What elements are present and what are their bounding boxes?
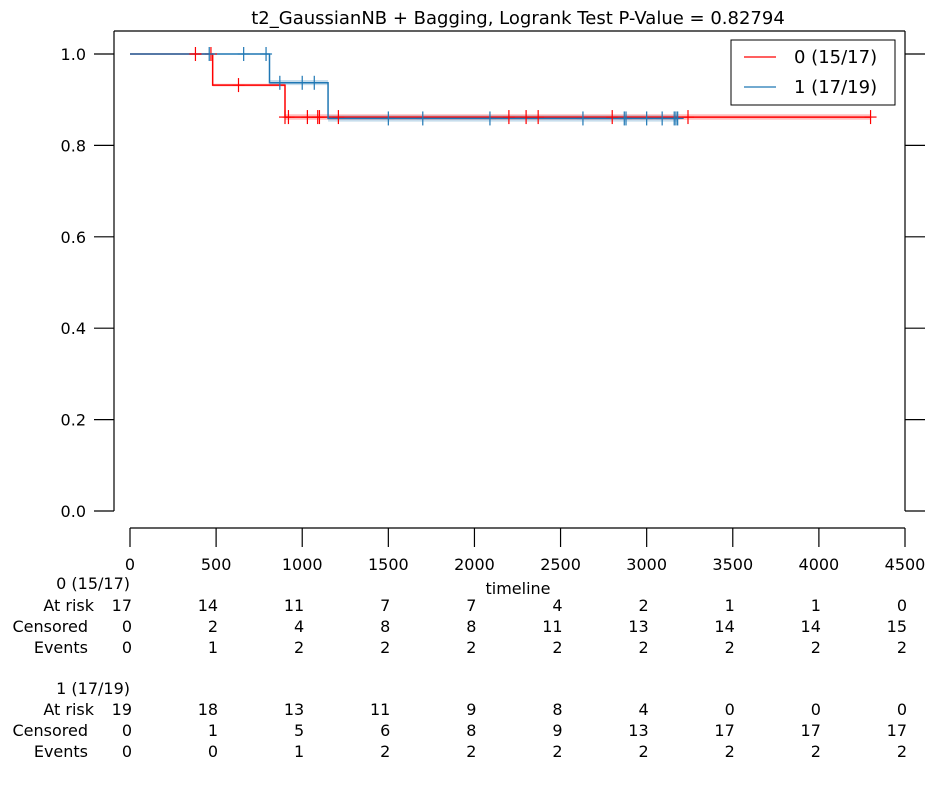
risk-group-title-1: 1 (17/19) [56,679,130,698]
risk-group-title-0: 0 (15/17) [56,574,130,593]
risk-cell-1-1-7: 17 [714,721,734,740]
risk-row-label-events-1: Events [34,742,88,761]
risk-cell-0-2-2: 2 [294,638,304,657]
chart-title: t2_GaussianNB + Bagging, Logrank Test P-… [251,8,785,29]
risk-cell-1-2-8: 2 [811,742,821,761]
risk-cell-1-2-3: 2 [380,742,390,761]
risk-table-values: 17 14 11 7 7 4 2 1 1 00 2 4 8 8 11 13 14 14 150 1 2 2 2 2 2 2 2 219… [112,596,907,761]
risk-cell-1-0-3: 11 [370,700,390,719]
risk-cell-1-2-1: 0 [208,742,218,761]
x-axis-label: timeline [485,579,550,598]
risk-cell-0-2-0: 0 [122,638,132,657]
risk-cell-0-2-7: 2 [725,638,735,657]
y-tick-label-1: 0.2 [61,411,86,430]
risk-row-label-censored-1: Censored [12,721,88,740]
x-tick-label-3: 1500 [368,555,409,574]
risk-cell-1-0-9: 0 [897,700,907,719]
risk-row-label-events-0: Events [34,638,88,657]
y-tick-label-3: 0.6 [61,228,86,247]
risk-cell-1-2-0: 0 [122,742,132,761]
risk-cell-0-1-6: 13 [628,617,648,636]
risk-cell-1-0-4: 9 [466,700,476,719]
x-tick-label-2: 1000 [282,555,323,574]
risk-cell-1-1-6: 13 [628,721,648,740]
risk-cell-0-0-7: 1 [725,596,735,615]
risk-cell-0-0-8: 1 [811,596,821,615]
x-tick-label-5: 2500 [540,555,581,574]
risk-cell-1-1-0: 0 [122,721,132,740]
y-tick-label-0: 0.0 [61,502,86,521]
legend-label-0: 0 (15/17) [794,47,877,68]
risk-table: 0 (15/17) At risk Censored Events 1 (17/… [12,574,907,761]
risk-cell-0-0-1: 14 [198,596,218,615]
risk-cell-1-2-5: 2 [552,742,562,761]
risk-cell-0-0-4: 7 [466,596,476,615]
risk-row-label-censored-0: Censored [12,617,88,636]
legend-label-1: 1 (17/19) [794,77,877,98]
risk-cell-0-0-6: 2 [638,596,648,615]
x-tick-label-9: 4500 [885,555,926,574]
risk-cell-1-1-4: 8 [466,721,476,740]
risk-row-label-at-risk-0: At risk [43,596,94,615]
risk-cell-1-2-6: 2 [638,742,648,761]
risk-cell-0-0-9: 0 [897,596,907,615]
x-tick-label-0: 0 [125,555,135,574]
risk-cell-0-1-0: 0 [122,617,132,636]
risk-cell-0-1-9: 15 [887,617,907,636]
risk-cell-0-1-8: 14 [801,617,821,636]
risk-cell-0-1-2: 4 [294,617,304,636]
risk-cell-1-2-9: 2 [897,742,907,761]
risk-cell-0-0-2: 11 [284,596,304,615]
legend-box [730,39,896,106]
x-tick-label-7: 3500 [712,555,753,574]
risk-cell-1-2-2: 1 [294,742,304,761]
risk-cell-1-1-3: 6 [380,721,390,740]
risk-cell-1-1-9: 17 [887,721,907,740]
risk-cell-0-0-5: 4 [552,596,562,615]
x-tick-label-4: 2000 [454,555,495,574]
legend: 0 (15/17) 1 (17/19) [730,39,896,106]
risk-cell-0-2-3: 2 [380,638,390,657]
risk-cell-1-2-7: 2 [725,742,735,761]
risk-cell-1-0-0: 19 [112,700,132,719]
risk-cell-0-2-9: 2 [897,638,907,657]
risk-cell-0-2-4: 2 [466,638,476,657]
x-tick-label-1: 500 [201,555,232,574]
risk-cell-1-0-2: 13 [284,700,304,719]
risk-cell-0-1-7: 14 [714,617,734,636]
risk-cell-1-2-4: 2 [466,742,476,761]
risk-cell-1-1-8: 17 [801,721,821,740]
risk-cell-1-0-7: 0 [725,700,735,719]
y-tick-label-4: 0.8 [61,136,86,155]
risk-cell-1-0-5: 8 [552,700,562,719]
risk-cell-0-2-8: 2 [811,638,821,657]
risk-cell-0-0-3: 7 [380,596,390,615]
x-axis-ticks: 0 500 1000 1500 2000 2500 3000 3500 4000 4500 [125,528,925,574]
y-axis-ticks: 0.0 0.2 0.4 0.6 0.8 1.0 [61,45,925,521]
y-tick-label-2: 0.4 [61,319,86,338]
risk-cell-1-0-8: 0 [811,700,821,719]
risk-cell-0-1-5: 11 [542,617,562,636]
risk-cell-0-1-1: 2 [208,617,218,636]
risk-cell-1-1-5: 9 [552,721,562,740]
risk-cell-0-1-4: 8 [466,617,476,636]
risk-cell-1-0-6: 4 [638,700,648,719]
censor-marks [189,47,877,126]
risk-cell-0-1-3: 8 [380,617,390,636]
y-tick-label-5: 1.0 [61,45,86,64]
risk-cell-0-2-6: 2 [638,638,648,657]
risk-cell-0-2-5: 2 [552,638,562,657]
risk-cell-0-0-0: 17 [112,596,132,615]
risk-cell-0-2-1: 1 [208,638,218,657]
risk-cell-1-1-2: 5 [294,721,304,740]
risk-row-label-at-risk-1: At risk [43,700,94,719]
risk-cell-1-1-1: 1 [208,721,218,740]
risk-cell-1-0-1: 18 [198,700,218,719]
x-tick-label-6: 3000 [626,555,667,574]
x-tick-label-8: 4000 [799,555,840,574]
